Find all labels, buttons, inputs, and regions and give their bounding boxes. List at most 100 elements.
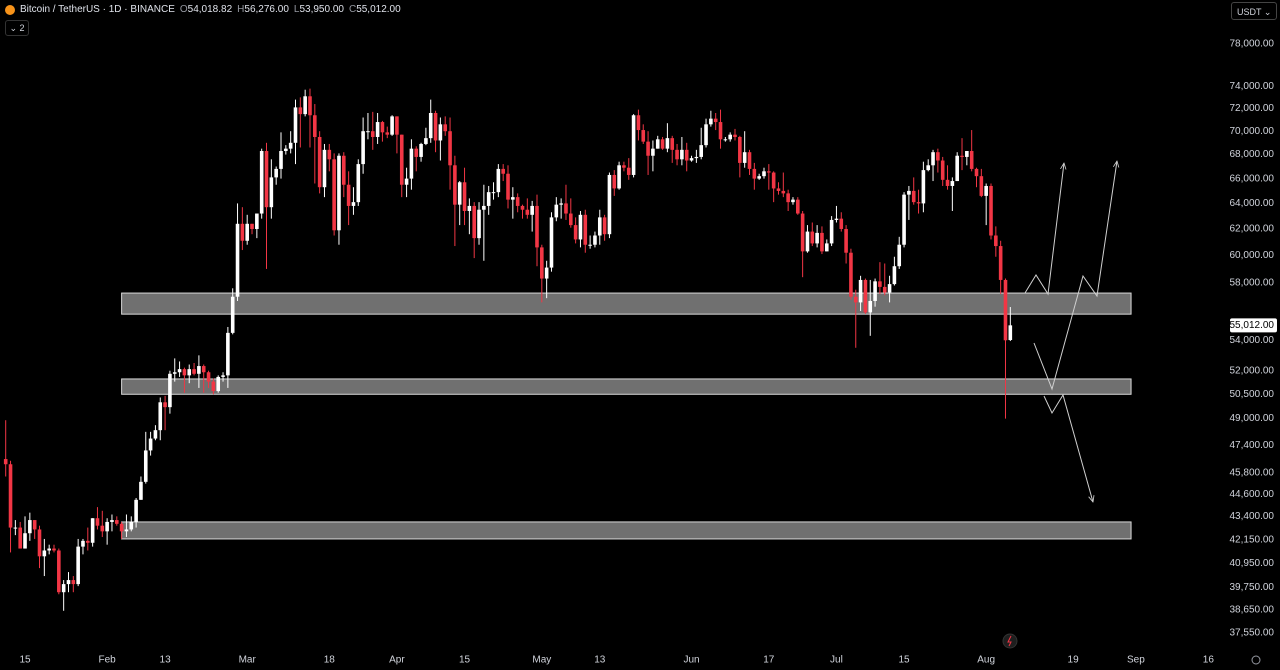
candle-body: [221, 375, 225, 377]
candle-body: [791, 199, 795, 203]
candle-body: [549, 217, 554, 268]
candle-body: [61, 584, 66, 593]
candle-body: [704, 124, 708, 146]
candle-body: [602, 217, 607, 235]
y-tick-label: 39,750.00: [1230, 582, 1275, 593]
candle-body: [235, 223, 240, 297]
x-tick-label: 18: [324, 655, 336, 666]
candle-body: [984, 185, 988, 196]
candle-body: [414, 148, 419, 157]
candle-body: [28, 520, 32, 534]
candle-body: [467, 205, 472, 211]
candle-body: [443, 124, 448, 132]
candle-body: [675, 149, 679, 160]
ohlc-key: H: [237, 4, 245, 15]
candle-body: [438, 124, 443, 141]
candle-body: [206, 372, 211, 382]
x-tick-label: Apr: [389, 655, 405, 666]
candle-body: [404, 178, 409, 185]
candle-body: [274, 168, 278, 178]
candle-body: [81, 540, 85, 547]
candle-body: [781, 190, 786, 194]
candle-body: [651, 148, 655, 156]
x-tick-label: 13: [594, 655, 606, 666]
candle-body: [535, 205, 539, 248]
candle-body: [680, 149, 684, 160]
y-tick-label: 62,000.00: [1230, 224, 1275, 235]
alert-icon[interactable]: [1002, 633, 1018, 649]
candle-body: [853, 296, 858, 303]
candle-body: [815, 232, 819, 244]
candle-body: [337, 155, 341, 231]
candle-body: [95, 518, 100, 526]
candle-body: [660, 139, 665, 149]
candle-body: [892, 266, 897, 285]
candle-body: [684, 149, 689, 161]
candle-body: [139, 481, 143, 500]
candle-body: [916, 202, 921, 204]
candle-body: [593, 235, 597, 245]
candle-body: [298, 107, 303, 115]
candle-body: [544, 267, 549, 279]
candle-body: [969, 151, 974, 169]
candle-body: [897, 244, 902, 267]
currency-select[interactable]: USDT ⌄: [1231, 2, 1277, 20]
candle-body: [989, 185, 993, 236]
y-tick-label: 72,000.00: [1230, 103, 1275, 114]
price-zone: [121, 378, 1132, 395]
candle-body: [626, 167, 631, 175]
header: Bitcoin / TetherUS · 1D · BINANCE O54,018…: [20, 4, 401, 15]
candle-body: [540, 247, 544, 279]
price-zone: [121, 292, 1132, 315]
candle-body: [530, 205, 534, 215]
candle-body: [665, 138, 670, 149]
x-tick-label: Aug: [977, 655, 995, 666]
candle-body: [496, 168, 501, 193]
candle-body: [747, 152, 752, 169]
candle-body: [182, 369, 187, 376]
candle-body: [153, 430, 158, 439]
projection-arrow: [1024, 163, 1064, 296]
candle-body: [757, 176, 761, 179]
candle-body: [216, 376, 221, 392]
y-tick-label: 58,000.00: [1230, 277, 1275, 288]
y-tick-label: 49,000.00: [1230, 413, 1275, 424]
candle-body: [979, 176, 984, 196]
y-tick-label: 74,000.00: [1230, 81, 1275, 92]
candle-body: [110, 520, 114, 522]
candle-body: [882, 286, 887, 293]
symbol-logo: [5, 5, 15, 15]
x-tick-label: 19: [1068, 655, 1080, 666]
x-tick-label: 15: [898, 655, 910, 666]
y-tick-label: 60,000.00: [1230, 250, 1275, 261]
candle-body: [66, 580, 71, 585]
candle-body: [945, 179, 950, 186]
x-tick-label: Feb: [99, 655, 117, 666]
candle-body: [327, 149, 332, 160]
candle-body: [264, 151, 269, 208]
candle-body: [313, 115, 317, 137]
candle-body: [839, 218, 844, 229]
y-tick-label: 38,650.00: [1230, 604, 1275, 615]
candle-body: [771, 172, 776, 189]
candle-body: [824, 243, 829, 252]
candle-body: [926, 165, 931, 171]
candle-body: [564, 203, 568, 214]
candle-body: [689, 158, 694, 161]
candle-body: [738, 136, 742, 163]
candle-body: [158, 402, 163, 431]
candle-body: [187, 369, 192, 376]
candle-body: [32, 520, 37, 530]
y-tick-label: 42,150.00: [1230, 535, 1275, 546]
candle-body: [622, 165, 626, 168]
candle-body: [351, 202, 356, 206]
settings-icon[interactable]: [1251, 655, 1261, 665]
candle-body: [936, 152, 940, 161]
candle-body: [515, 197, 520, 206]
indicator-toggle[interactable]: ⌄ 2: [5, 20, 29, 36]
candle-body: [86, 540, 90, 543]
candle-body: [834, 218, 839, 220]
candle-body: [284, 148, 288, 152]
candle-body: [375, 122, 380, 137]
candle-body: [269, 177, 274, 208]
